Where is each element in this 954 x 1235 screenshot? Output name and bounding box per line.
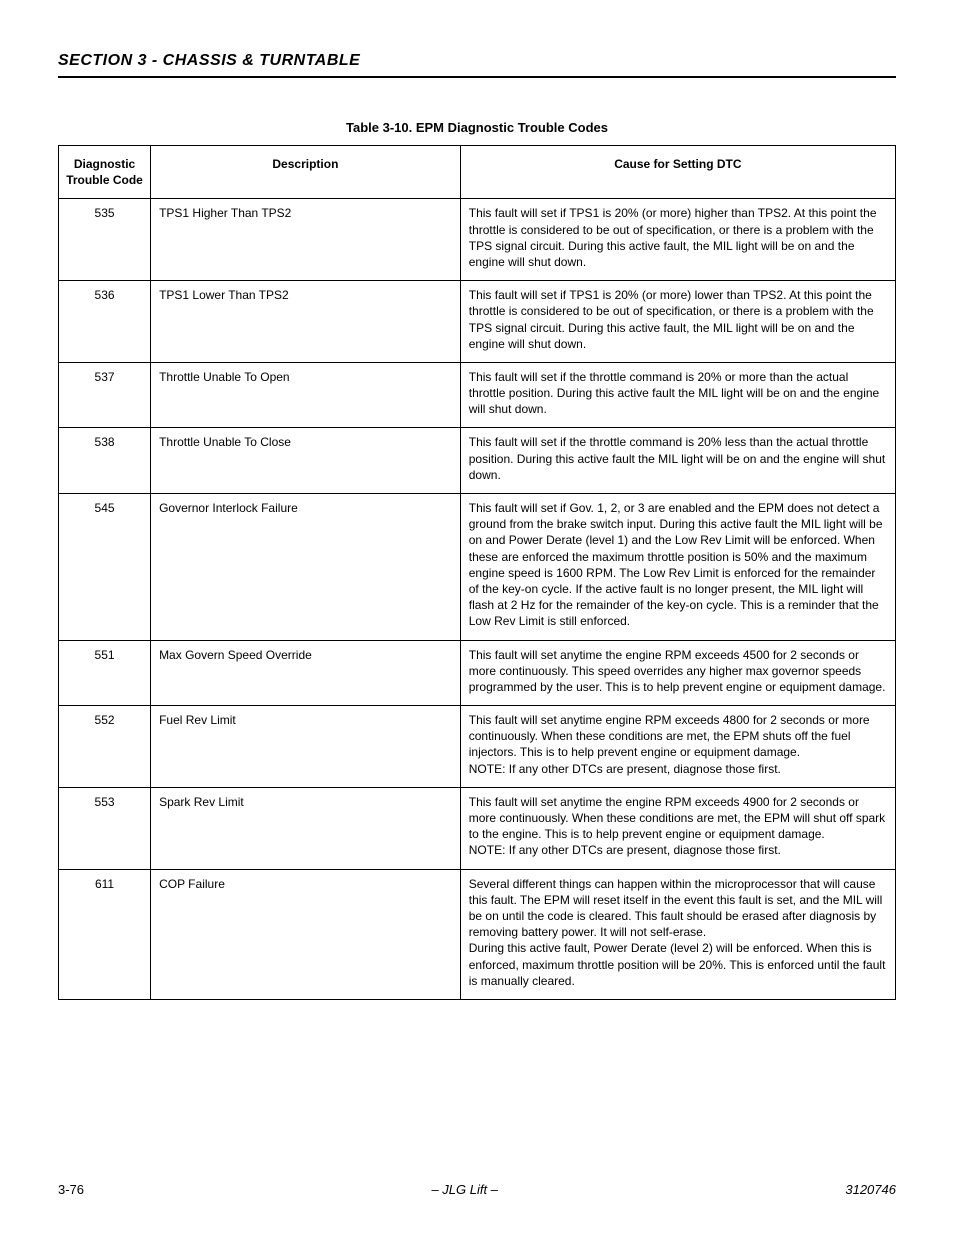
dtc-table: Diagnostic Trouble Code Description Caus… bbox=[58, 145, 896, 1000]
dtc-description: COP Failure bbox=[151, 869, 461, 999]
dtc-code: 551 bbox=[59, 640, 151, 706]
table-row: 551Max Govern Speed OverrideThis fault w… bbox=[59, 640, 896, 706]
dtc-code: 538 bbox=[59, 428, 151, 494]
col-header-code: Diagnostic Trouble Code bbox=[59, 146, 151, 199]
dtc-cause: This fault will set if Gov. 1, 2, or 3 a… bbox=[460, 494, 895, 641]
dtc-cause: This fault will set anytime the engine R… bbox=[460, 787, 895, 869]
dtc-code: 536 bbox=[59, 281, 151, 363]
dtc-description: Fuel Rev Limit bbox=[151, 706, 461, 788]
dtc-code: 553 bbox=[59, 787, 151, 869]
dtc-cause: This fault will set if the throttle comm… bbox=[460, 362, 895, 428]
table-row: 611COP FailureSeveral different things c… bbox=[59, 869, 896, 999]
dtc-code: 545 bbox=[59, 494, 151, 641]
dtc-code: 611 bbox=[59, 869, 151, 999]
dtc-code: 552 bbox=[59, 706, 151, 788]
footer-doc-number: 3120746 bbox=[845, 1182, 896, 1197]
dtc-cause: This fault will set anytime engine RPM e… bbox=[460, 706, 895, 788]
page-footer: 3-76 – JLG Lift – 3120746 bbox=[58, 1142, 896, 1197]
table-row: 537Throttle Unable To OpenThis fault wil… bbox=[59, 362, 896, 428]
dtc-table-body: 535TPS1 Higher Than TPS2This fault will … bbox=[59, 199, 896, 1000]
table-caption: Table 3-10. EPM Diagnostic Trouble Codes bbox=[58, 120, 896, 135]
col-header-cause: Cause for Setting DTC bbox=[460, 146, 895, 199]
dtc-description: Throttle Unable To Close bbox=[151, 428, 461, 494]
dtc-description: Spark Rev Limit bbox=[151, 787, 461, 869]
footer-page-number: 3-76 bbox=[58, 1182, 84, 1197]
table-row: 552Fuel Rev LimitThis fault will set any… bbox=[59, 706, 896, 788]
table-row: 538Throttle Unable To CloseThis fault wi… bbox=[59, 428, 896, 494]
footer-center-label: – JLG Lift – bbox=[431, 1182, 497, 1197]
dtc-cause: This fault will set if the throttle comm… bbox=[460, 428, 895, 494]
dtc-description: TPS1 Lower Than TPS2 bbox=[151, 281, 461, 363]
dtc-cause: This fault will set anytime the engine R… bbox=[460, 640, 895, 706]
dtc-description: TPS1 Higher Than TPS2 bbox=[151, 199, 461, 281]
table-header-row: Diagnostic Trouble Code Description Caus… bbox=[59, 146, 896, 199]
document-page: SECTION 3 - CHASSIS & TURNTABLE Table 3-… bbox=[0, 0, 954, 1235]
dtc-description: Throttle Unable To Open bbox=[151, 362, 461, 428]
dtc-cause: Several different things can happen with… bbox=[460, 869, 895, 999]
table-row: 553Spark Rev LimitThis fault will set an… bbox=[59, 787, 896, 869]
col-header-description: Description bbox=[151, 146, 461, 199]
dtc-code: 537 bbox=[59, 362, 151, 428]
section-header: SECTION 3 - CHASSIS & TURNTABLE bbox=[58, 52, 896, 78]
table-row: 535TPS1 Higher Than TPS2This fault will … bbox=[59, 199, 896, 281]
dtc-description: Governor Interlock Failure bbox=[151, 494, 461, 641]
table-row: 545Governor Interlock FailureThis fault … bbox=[59, 494, 896, 641]
dtc-cause: This fault will set if TPS1 is 20% (or m… bbox=[460, 281, 895, 363]
dtc-code: 535 bbox=[59, 199, 151, 281]
dtc-cause: This fault will set if TPS1 is 20% (or m… bbox=[460, 199, 895, 281]
dtc-description: Max Govern Speed Override bbox=[151, 640, 461, 706]
table-row: 536TPS1 Lower Than TPS2This fault will s… bbox=[59, 281, 896, 363]
